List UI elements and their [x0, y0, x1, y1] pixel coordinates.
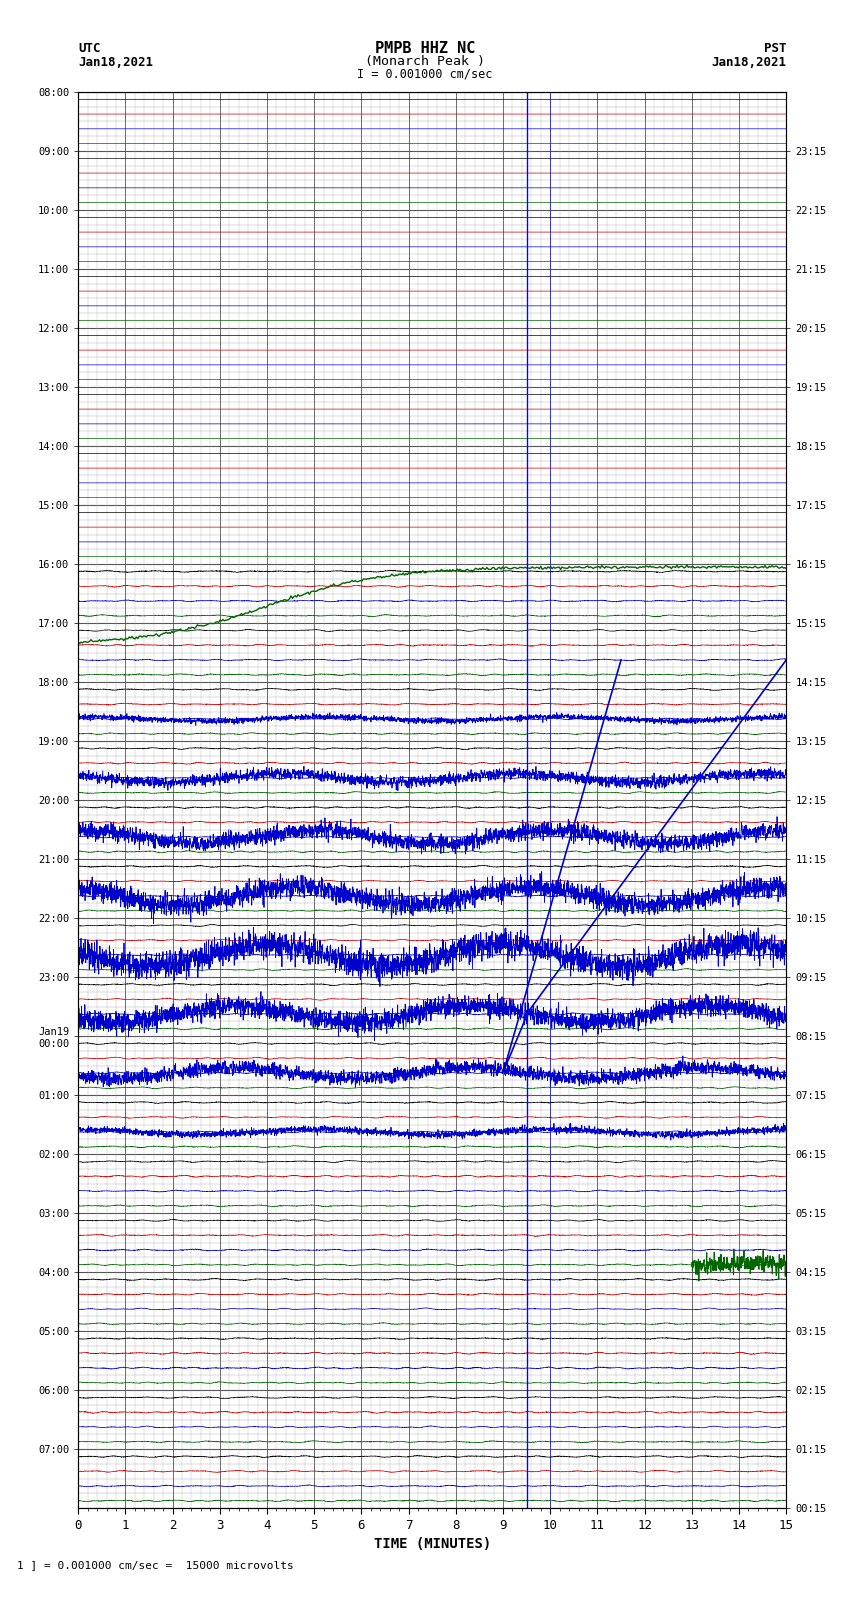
- Text: UTC: UTC: [78, 42, 100, 55]
- X-axis label: TIME (MINUTES): TIME (MINUTES): [374, 1537, 490, 1552]
- Text: PMPB HHZ NC: PMPB HHZ NC: [375, 40, 475, 56]
- Text: PST: PST: [764, 42, 786, 55]
- Text: Jan18,2021: Jan18,2021: [711, 56, 786, 69]
- Text: Jan18,2021: Jan18,2021: [78, 56, 153, 69]
- Text: (Monarch Peak ): (Monarch Peak ): [365, 55, 485, 68]
- Text: 1 ] = 0.001000 cm/sec =  15000 microvolts: 1 ] = 0.001000 cm/sec = 15000 microvolts: [17, 1560, 294, 1569]
- Text: I = 0.001000 cm/sec: I = 0.001000 cm/sec: [357, 68, 493, 81]
